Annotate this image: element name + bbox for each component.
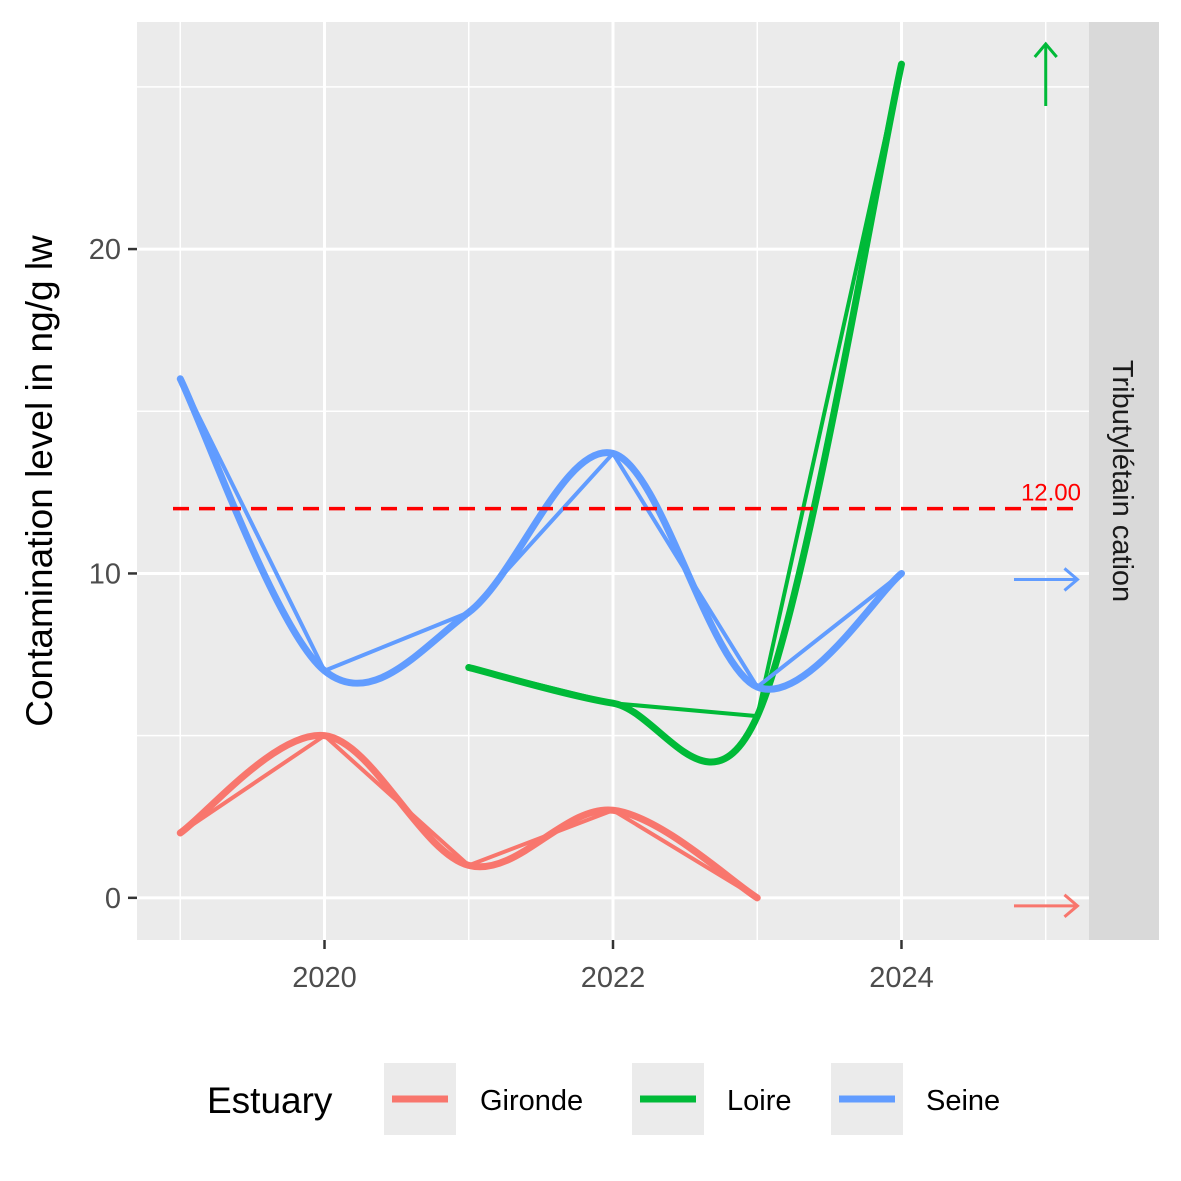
gironde-raw-line — [179, 733, 759, 900]
loire-raw-line — [468, 63, 904, 719]
grid-major — [137, 22, 1089, 940]
seine-legend-label: Seine — [926, 1085, 1000, 1117]
y-axis-title: Contamination level in ng/g lw — [19, 235, 60, 727]
threshold-label: 12.00 — [1021, 480, 1081, 507]
x-tick-label: 2024 — [869, 962, 934, 994]
facet-strip-label: Tributylétain cation — [1106, 360, 1138, 602]
x-tick-label: 2020 — [292, 962, 357, 994]
loire-legend-label: Loire — [727, 1085, 792, 1117]
seine-trend-arrowhead — [1063, 567, 1080, 592]
y-tick-label: 0 — [105, 883, 121, 915]
y-tick-label: 10 — [89, 558, 121, 590]
facet-strip — [1089, 22, 1159, 940]
gironde-trend-arrowhead — [1063, 893, 1080, 918]
seine-raw-line — [178, 377, 903, 689]
series-layer — [176, 60, 905, 902]
legend-title: Estuary — [207, 1080, 333, 1121]
legend: Estuary Gironde Loire Seine — [207, 1063, 1000, 1135]
x-tick-label: 2022 — [581, 962, 646, 994]
axis-ticks: 2020 2022 2024 0 10 20 — [89, 234, 934, 994]
loire-trend-arrowhead — [1033, 41, 1058, 58]
threshold-layer: 12.00 — [173, 480, 1081, 511]
trend-layer — [1013, 41, 1080, 918]
y-tick-label: 20 — [89, 234, 121, 266]
gironde-legend-label: Gironde — [480, 1085, 583, 1117]
seine-smooth-line — [176, 375, 905, 693]
